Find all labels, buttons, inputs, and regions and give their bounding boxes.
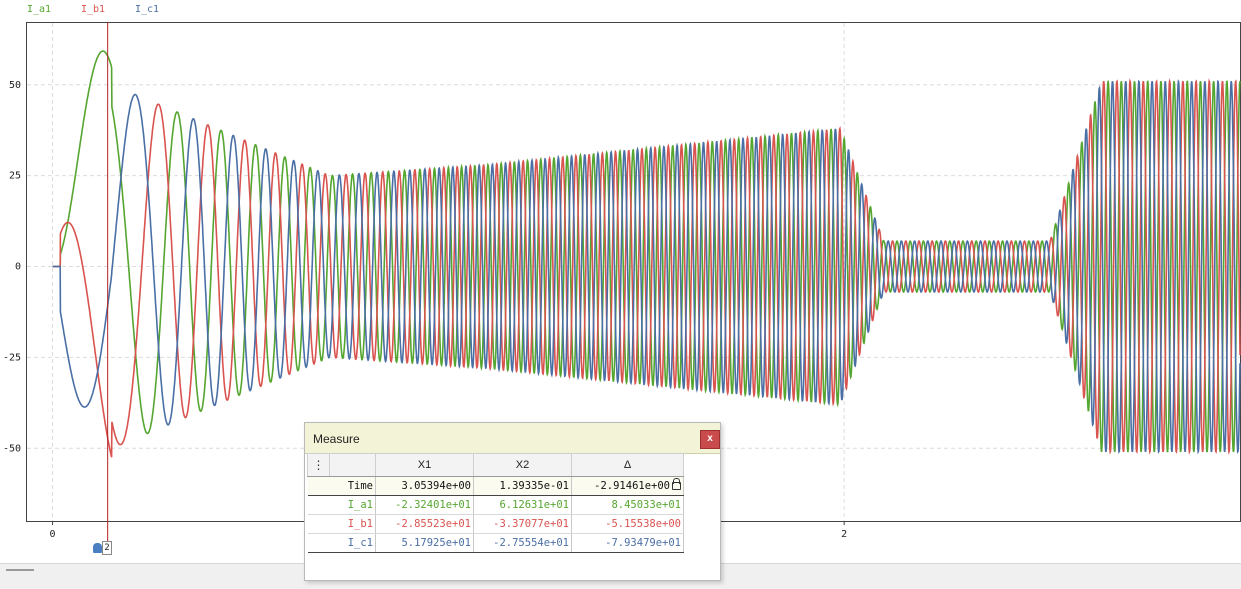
legend-item-i-c1[interactable]: I_c1: [135, 4, 160, 15]
lock-icon[interactable]: [672, 478, 681, 490]
header-delta[interactable]: Δ: [571, 453, 684, 477]
row-gutter: [307, 533, 330, 553]
y-tick-label: -25: [3, 352, 21, 363]
x-tick-label: 2: [841, 529, 847, 540]
x-tick-label: 0: [50, 529, 56, 540]
measure-title: Measure: [313, 432, 360, 446]
series-line-i-c1: [52, 79, 1241, 455]
cell-delta-text: 8.45033e+01: [611, 499, 681, 511]
measure-table: ⋮ X1 X2 Δ Time 3.05394e+00 1.39335e-01 -2.9…: [307, 453, 684, 553]
cell-delta: -5.15538e+00: [571, 514, 684, 534]
measure-header-row: ⋮ X1 X2 Δ: [307, 453, 684, 477]
header-x1[interactable]: X1: [375, 453, 474, 477]
cell-x1-text: -2.85523e+01: [395, 518, 471, 530]
y-tick-label: 50: [9, 80, 21, 91]
cursor-marker[interactable]: 2: [93, 541, 112, 555]
row-label-text: Time: [347, 480, 373, 492]
splitter-grip-icon[interactable]: [6, 569, 34, 571]
table-row[interactable]: Time 3.05394e+00 1.39335e-01 -2.91461e+00: [307, 476, 684, 496]
cell-delta: -2.91461e+00: [571, 476, 684, 496]
cell-x2: 6.12631e+01: [473, 495, 572, 515]
cell-x2-text: -2.75554e+01: [493, 537, 569, 549]
series-group: [52, 50, 1241, 458]
row-gutter: [307, 514, 330, 534]
header-name: [329, 453, 376, 477]
row-label-text: I_a1: [347, 499, 373, 511]
row-gutter: [307, 495, 330, 515]
row-label: I_b1: [329, 514, 376, 534]
column-menu-icon[interactable]: ⋮: [307, 453, 330, 477]
cursor-pin-icon[interactable]: [93, 543, 102, 553]
row-label-text: I_c1: [347, 537, 373, 549]
cell-x2-text: -3.37077e+01: [493, 518, 569, 530]
cursor-marker-label: 2: [102, 541, 112, 555]
cell-x1-text: -2.32401e+01: [395, 499, 471, 511]
grid: [27, 23, 1240, 521]
cell-x1: 5.17925e+01: [375, 533, 474, 553]
axis-ticks: 50 25 0 -25 -50 0 2: [3, 80, 847, 540]
cell-x1-text: 5.17925e+01: [401, 537, 471, 549]
cell-x2: -2.75554e+01: [473, 533, 572, 553]
row-gutter: [307, 476, 330, 496]
close-button[interactable]: x: [700, 430, 720, 449]
row-label-text: I_b1: [347, 518, 373, 530]
cell-x1: -2.32401e+01: [375, 495, 474, 515]
legend-item-i-b1[interactable]: I_b1: [81, 4, 106, 15]
cell-delta: 8.45033e+01: [571, 495, 684, 515]
table-row[interactable]: I_b1 -2.85523e+01 -3.37077e+01 -5.15538e+00: [307, 514, 684, 534]
cell-x2-text: 6.12631e+01: [499, 499, 569, 511]
cell-x1: 3.05394e+00: [375, 476, 474, 496]
cell-delta-text: -2.91461e+00: [594, 480, 670, 492]
waveform-plot[interactable]: 50 25 0 -25 -50 0 2: [0, 0, 1241, 560]
y-tick-label: 0: [15, 262, 21, 273]
cell-delta-text: -7.93479e+01: [605, 537, 681, 549]
row-label: I_c1: [329, 533, 376, 553]
legend: I_a1 I_b1 I_c1: [0, 0, 1241, 20]
legend-item-i-a1[interactable]: I_a1: [27, 4, 52, 15]
cell-x1: -2.85523e+01: [375, 514, 474, 534]
row-label: I_a1: [329, 495, 376, 515]
cell-x2-text: 1.39335e-01: [499, 480, 569, 492]
cell-x2: -3.37077e+01: [473, 514, 572, 534]
y-tick-label: 25: [9, 171, 21, 182]
cell-delta-text: -5.15538e+00: [605, 518, 681, 530]
cell-x1-text: 3.05394e+00: [401, 480, 471, 492]
measure-titlebar[interactable]: Measure x: [305, 423, 720, 454]
measure-window[interactable]: Measure x ⋮ X1 X2 Δ Time 3.05394e+00 1.393…: [304, 422, 721, 581]
cell-x2: 1.39335e-01: [473, 476, 572, 496]
row-label: Time: [329, 476, 376, 496]
cell-delta: -7.93479e+01: [571, 533, 684, 553]
header-x2[interactable]: X2: [473, 453, 572, 477]
table-row[interactable]: I_c1 5.17925e+01 -2.75554e+01 -7.93479e+01: [307, 533, 684, 553]
y-tick-label: -50: [3, 443, 21, 454]
table-row[interactable]: I_a1 -2.32401e+01 6.12631e+01 8.45033e+01: [307, 495, 684, 515]
